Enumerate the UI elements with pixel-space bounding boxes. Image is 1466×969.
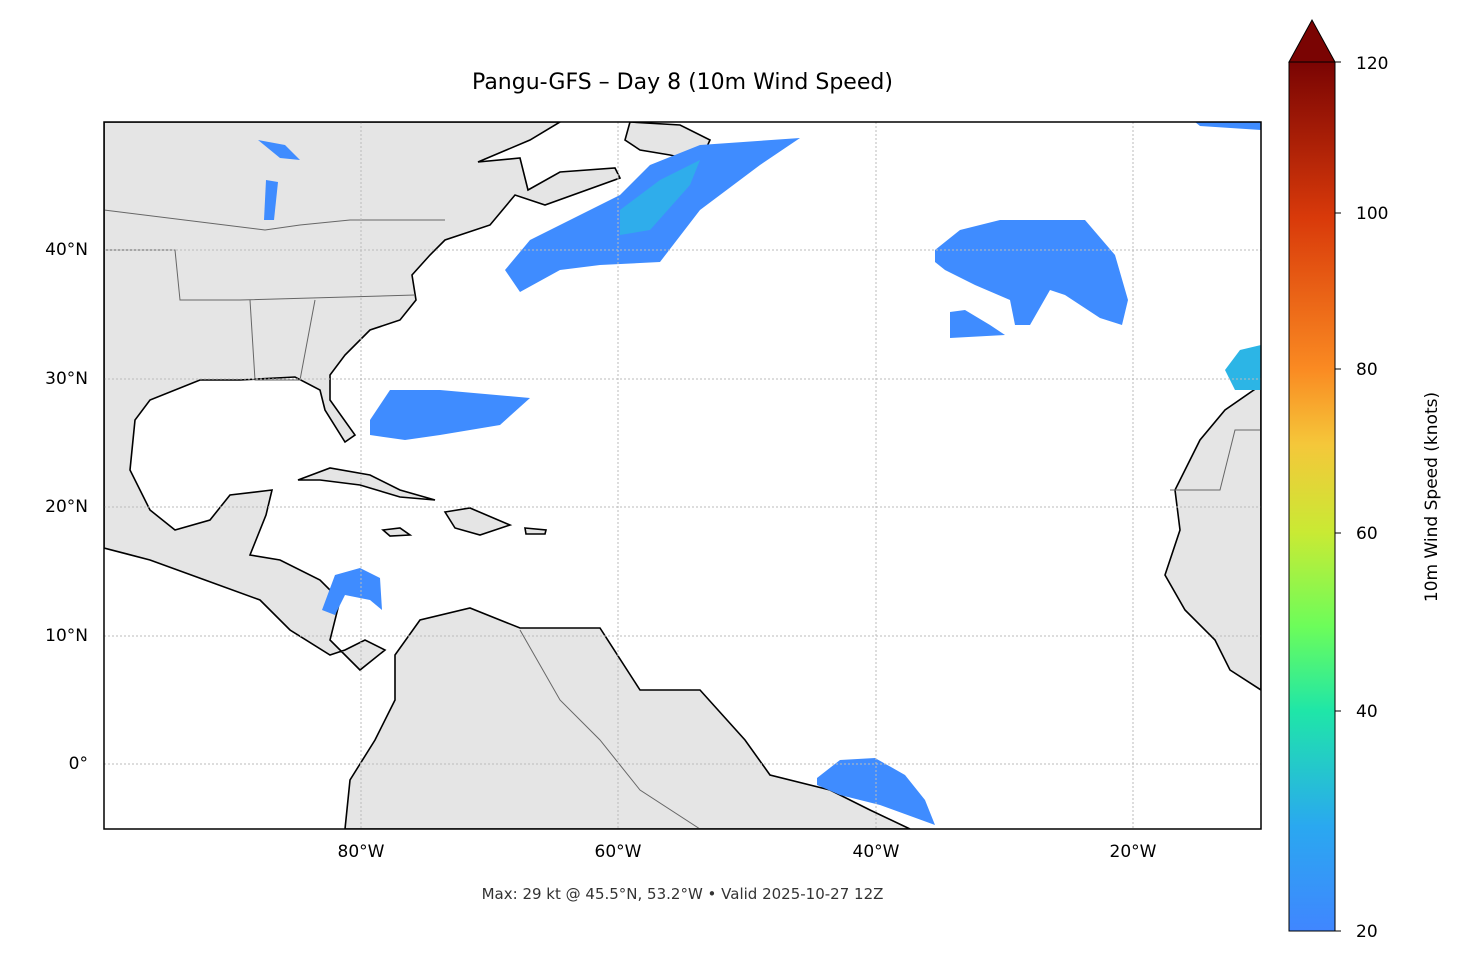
y-tick-label: 40°N <box>45 240 88 260</box>
wind-patch-core <box>620 160 700 235</box>
map-frame <box>103 121 1262 830</box>
wind-patch-mid-atlantic-fragment <box>950 310 1005 338</box>
colorbar-gradient <box>1288 61 1336 932</box>
wind-patch-top-right <box>1195 122 1261 130</box>
land <box>104 122 1261 829</box>
wind-patch-caribbean <box>322 568 382 615</box>
colorbar-tick-label: 80 <box>1356 360 1378 380</box>
wind-patch-lake-superior <box>258 140 300 160</box>
colorbar-extend-max <box>1288 18 1336 63</box>
gridlines <box>104 122 1261 829</box>
wind-patch-africa <box>1225 345 1261 390</box>
colorbar <box>1288 18 1341 932</box>
hispaniola <box>443 507 513 536</box>
wind-patch-bahamas <box>370 390 530 440</box>
jamaica <box>381 527 413 537</box>
colorbar-tick-label: 20 <box>1356 922 1378 942</box>
north-america <box>104 122 622 672</box>
colorbar-tick-label: 40 <box>1356 702 1378 722</box>
africa <box>1164 384 1261 691</box>
south-america <box>344 607 911 829</box>
x-tick-label: 40°W <box>852 842 900 862</box>
x-tick-label: 60°W <box>594 842 642 862</box>
y-tick-label: 20°N <box>45 497 88 517</box>
wind-patch-lake-michigan <box>264 180 278 220</box>
puerto-rico <box>524 527 548 535</box>
cuba <box>297 467 436 501</box>
y-tick-label: 10°N <box>45 626 88 646</box>
y-tick-label: 30°N <box>45 369 88 389</box>
x-tick-label: 20°W <box>1109 842 1157 862</box>
borders <box>104 209 1261 829</box>
colorbar-tick-label: 120 <box>1356 54 1389 74</box>
map-title: Pangu-GFS – Day 8 (10m Wind Speed) <box>472 70 893 95</box>
y-tick-label: 0° <box>68 754 88 774</box>
colorbar-label: 10m Wind Speed (knots) <box>1422 391 1442 603</box>
x-tick-label: 80°W <box>337 842 385 862</box>
colorbar-tick-label: 60 <box>1356 524 1378 544</box>
footer-caption: Max: 29 kt @ 45.5°N, 53.2°W • Valid 2025… <box>481 885 884 903</box>
wind-patch-mid-atlantic <box>935 220 1128 325</box>
colorbar-tick-label: 100 <box>1356 204 1389 224</box>
